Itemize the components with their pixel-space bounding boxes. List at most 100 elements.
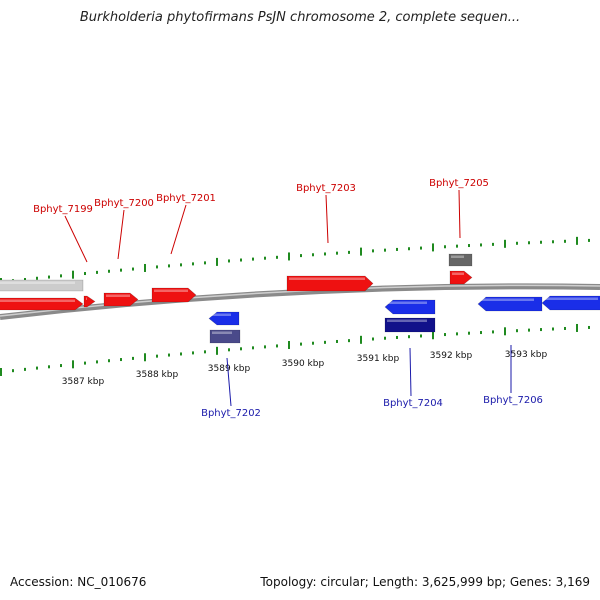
pseudogene-box-highlight xyxy=(0,281,75,284)
reverse-scale-tick xyxy=(552,327,554,331)
gene-box-bphyt-7204 xyxy=(384,317,436,333)
reverse-scale-tick xyxy=(252,346,254,350)
reverse-scale-tick xyxy=(204,350,206,354)
forward-scale-tick xyxy=(288,252,290,261)
reverse-scale-tick xyxy=(60,364,62,368)
pseudogene-box xyxy=(0,279,84,292)
reverse-scale-tick xyxy=(432,331,434,340)
gene-arrow-bphyt-7201 xyxy=(151,287,197,303)
gene-arrow-bphyt-7204-highlight xyxy=(387,301,427,304)
forward-scale-tick xyxy=(60,274,62,278)
gene-label-bphyt-7204[interactable]: Bphyt_7204 xyxy=(383,398,443,409)
forward-scale-tick xyxy=(276,255,278,259)
gene-label-bphyt-7201[interactable]: Bphyt_7201 xyxy=(156,193,216,204)
gene-label-bphyt-7206[interactable]: Bphyt_7206 xyxy=(483,395,543,406)
reverse-scale-tick xyxy=(264,345,266,349)
scale-label: 3589 kbp xyxy=(208,364,251,374)
forward-scale-tick xyxy=(192,262,194,266)
gene-arrow-bphyt-7206b-highlight xyxy=(544,297,598,300)
forward-scale-tick xyxy=(432,243,434,252)
gene-arrow-bphyt-7202 xyxy=(208,311,240,326)
reverse-scale-tick xyxy=(72,360,74,369)
scale-labels: 3587 kbp 3588 kbp 3589 kbp 3590 kbp 3591 kbp… xyxy=(62,350,548,387)
reverse-scale-tick xyxy=(528,328,530,332)
forward-scale-tick xyxy=(420,246,422,250)
reverse-scale-tick xyxy=(228,348,230,352)
gene-arrow-bphyt-7206 xyxy=(477,296,543,312)
reverse-scale-tick xyxy=(408,335,410,339)
reverse-scale-tick xyxy=(336,339,338,343)
reverse-scale-ticks xyxy=(0,323,590,376)
forward-scale-tick xyxy=(564,239,566,243)
reverse-scale-tick xyxy=(348,339,350,343)
gene-label-bphyt-7200[interactable]: Bphyt_7200 xyxy=(94,198,154,209)
scale-label: 3592 kbp xyxy=(430,351,473,361)
reverse-scale-tick xyxy=(564,326,566,330)
gene-box-bphyt-7204-highlight xyxy=(387,319,427,322)
reverse-scale-tick xyxy=(396,335,398,339)
gene-arrow-bphyt-7200 xyxy=(103,292,139,307)
reverse-scale-tick xyxy=(576,323,578,332)
reverse-scale-tick xyxy=(480,331,482,335)
reverse-scale-tick xyxy=(216,346,218,355)
gene-label-bphyt-7199[interactable]: Bphyt_7199 xyxy=(33,204,93,215)
map-title: Burkholderia phytofirmans PsJN chromosom… xyxy=(79,10,521,25)
gene-label-line xyxy=(458,189,461,239)
forward-scale-tick xyxy=(360,247,362,256)
forward-scale-tick xyxy=(108,269,110,273)
genome-summary-text: Topology: circular; Length: 3,625,999 bp… xyxy=(260,575,590,589)
gene-arrow-bphyt-7199 xyxy=(0,297,84,311)
forward-scale-tick xyxy=(324,252,326,256)
forward-scale-tick xyxy=(228,259,230,263)
reverse-scale-tick xyxy=(192,351,194,355)
reverse-scale-tick xyxy=(288,341,290,350)
gene-label-bphyt-7205[interactable]: Bphyt_7205 xyxy=(429,178,489,189)
forward-scale-tick xyxy=(264,256,266,260)
gene-arrow-bphyt-7202-highlight xyxy=(211,313,231,316)
reverse-scale-tick xyxy=(24,367,26,371)
gene-arrow-bphyt-7200-highlight xyxy=(106,294,130,297)
scale-label: 3593 kbp xyxy=(505,350,548,360)
reverse-scale-tick xyxy=(540,328,542,332)
reverse-scale-tick xyxy=(300,342,302,346)
reverse-scale-tick xyxy=(492,330,494,334)
forward-scale-tick xyxy=(480,243,482,247)
forward-scale-tick xyxy=(96,270,98,274)
forward-scale-tick xyxy=(24,277,26,281)
gene-arrow-bphyt-7205-highlight xyxy=(452,272,464,275)
forward-scale-tick xyxy=(216,257,218,266)
gene-label-line xyxy=(409,347,412,397)
reverse-scale-tick xyxy=(384,336,386,340)
forward-scale-tick xyxy=(396,247,398,251)
gene-arrow-bphyt-7203 xyxy=(286,275,374,292)
reverse-scale-tick xyxy=(312,341,314,345)
gene-arrow-bphyt-7201-highlight xyxy=(154,289,188,292)
gene-arrow-bphyt-7199b xyxy=(83,295,96,308)
forward-scale-tick xyxy=(456,244,458,248)
reverse-scale-tick xyxy=(360,335,362,344)
forward-scale-tick xyxy=(528,241,530,245)
accession-text: Accession: NC_010676 xyxy=(10,575,147,589)
forward-scale-tick xyxy=(516,241,518,245)
gene-label-bphyt-7203[interactable]: Bphyt_7203 xyxy=(296,183,356,194)
scale-label: 3587 kbp xyxy=(62,377,105,387)
reverse-scale-tick xyxy=(36,366,38,370)
forward-scale-tick xyxy=(312,253,314,257)
reverse-scale-tick xyxy=(504,327,506,336)
gene-arrow-bphyt-7205 xyxy=(449,270,473,285)
gene-arrow-bphyt-7203-highlight xyxy=(289,277,365,280)
reverse-scale-tick xyxy=(84,361,86,365)
forward-scale-tick xyxy=(540,240,542,244)
gene-arrow-bphyt-7206b xyxy=(541,295,600,311)
gene-box-bphyt-7205-highlight xyxy=(451,255,464,258)
gene-label-bphyt-7202[interactable]: Bphyt_7202 xyxy=(201,408,261,419)
gene-arrow-bphyt-7199b-highlight xyxy=(86,297,87,300)
forward-scale-tick xyxy=(156,265,158,269)
forward-scale-tick xyxy=(168,264,170,268)
scale-label: 3588 kbp xyxy=(136,370,179,380)
reverse-scale-tick xyxy=(372,337,374,341)
forward-scale-tick xyxy=(348,250,350,254)
gene-label-line xyxy=(226,357,232,407)
gene-arrow-bphyt-7204 xyxy=(384,299,436,315)
